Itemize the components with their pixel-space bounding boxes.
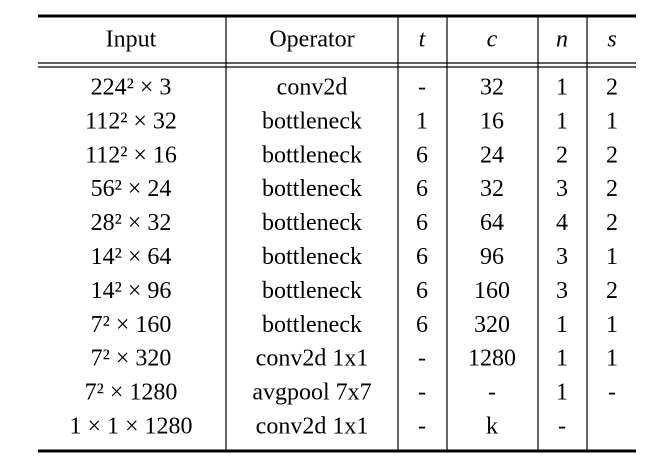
cell: 1 × 1 × 1280: [69, 414, 192, 440]
cell: k: [486, 414, 498, 440]
cell: bottleneck: [262, 278, 362, 304]
cell: 224² × 3: [91, 75, 172, 101]
cell: 2: [606, 176, 618, 202]
cell: 1: [606, 244, 618, 270]
header-cell: n: [556, 27, 568, 53]
header-cell: c: [487, 27, 498, 53]
cell: 96: [480, 244, 504, 270]
cell: 64: [480, 210, 504, 236]
cell: 2: [606, 75, 618, 101]
cell: 32: [480, 176, 504, 202]
header-cell: Operator: [269, 27, 354, 53]
cell: 7² × 160: [91, 312, 172, 338]
cell: 32: [480, 75, 504, 101]
cell: 1280: [468, 346, 516, 372]
cell: 3: [556, 278, 568, 304]
cell: bottleneck: [262, 244, 362, 270]
cell: 160: [474, 278, 510, 304]
cell: -: [418, 346, 426, 372]
cell: bottleneck: [262, 108, 362, 134]
cell: 112² × 16: [85, 142, 177, 168]
cell: 56² × 24: [91, 176, 172, 202]
cell: 1: [606, 108, 618, 134]
cell: 2: [606, 210, 618, 236]
cell: 112² × 32: [85, 108, 177, 134]
cell: 16: [480, 108, 504, 134]
cell: 4: [556, 210, 568, 236]
cell: 1: [556, 312, 568, 338]
column-separators: [225, 17, 588, 450]
header-cell: t: [419, 27, 427, 53]
header-cell: Input: [106, 27, 157, 53]
cell: 320: [474, 312, 510, 338]
cell: 14² × 64: [91, 244, 172, 270]
cell: -: [418, 380, 426, 406]
cell: -: [608, 380, 616, 406]
cell: bottleneck: [262, 210, 362, 236]
cell: bottleneck: [262, 312, 362, 338]
cell: 7² × 320: [91, 346, 172, 372]
cell: 14² × 96: [91, 278, 172, 304]
cell: bottleneck: [262, 176, 362, 202]
cell: 6: [416, 210, 428, 236]
cell: -: [558, 414, 566, 440]
cell: 6: [416, 176, 428, 202]
cell: conv2d 1x1: [256, 414, 369, 440]
cell: 1: [556, 75, 568, 101]
cell: 28² × 32: [91, 210, 172, 236]
cell: avgpool 7x7: [252, 380, 371, 406]
cell: 1: [416, 108, 428, 134]
cell: 24: [480, 142, 504, 168]
cell: conv2d: [277, 75, 348, 101]
cell: 3: [556, 176, 568, 202]
cell: -: [418, 414, 426, 440]
cell: bottleneck: [262, 142, 362, 168]
cell: 1: [606, 346, 618, 372]
cell: 6: [416, 142, 428, 168]
cell: 6: [416, 244, 428, 270]
cell: 7² × 1280: [85, 380, 178, 406]
cell: 1: [556, 346, 568, 372]
cell: 2: [606, 142, 618, 168]
cell: 2: [556, 142, 568, 168]
cell: conv2d 1x1: [256, 346, 369, 372]
cell: 6: [416, 278, 428, 304]
cell: 1: [606, 312, 618, 338]
cell: 2: [606, 278, 618, 304]
cell: -: [418, 75, 426, 101]
cell: -: [488, 380, 496, 406]
cell: 1: [556, 380, 568, 406]
cell: 3: [556, 244, 568, 270]
cell: 1: [556, 108, 568, 134]
header-cell: s: [607, 27, 616, 53]
cell: 6: [416, 312, 428, 338]
